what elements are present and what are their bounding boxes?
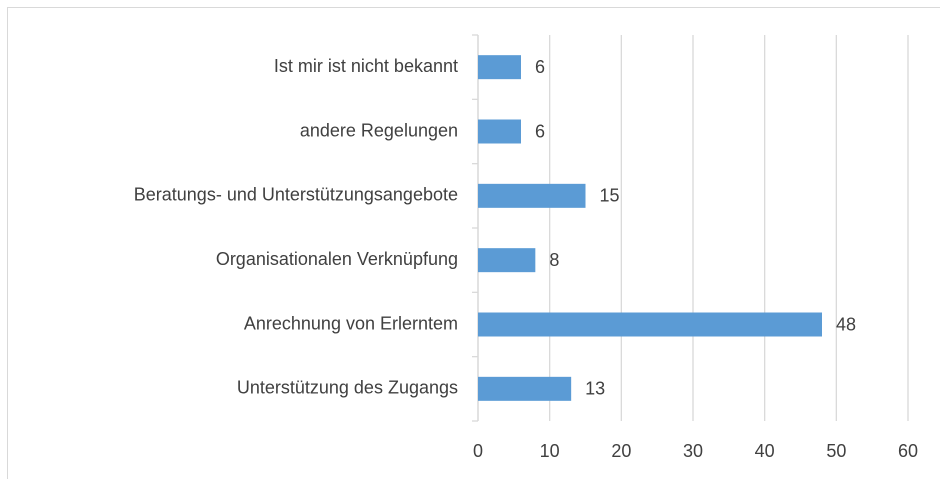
y-tick-label: Unterstützung des Zugangs xyxy=(237,378,458,398)
x-tick-label: 40 xyxy=(755,441,775,461)
y-tick-label: Organisationalen Verknüpfung xyxy=(216,249,458,269)
bar xyxy=(478,248,536,273)
value-label: 8 xyxy=(549,250,559,270)
value-label: 6 xyxy=(535,121,545,141)
value-label: 6 xyxy=(535,57,545,77)
x-tick-label: 0 xyxy=(473,441,483,461)
bar xyxy=(478,183,586,208)
bar xyxy=(478,55,521,80)
value-label: 48 xyxy=(836,314,856,334)
value-label: 15 xyxy=(600,186,620,206)
y-tick-label: Anrechnung von Erlerntem xyxy=(244,313,458,333)
bar xyxy=(478,312,822,337)
bar xyxy=(478,119,521,144)
x-tick-label: 20 xyxy=(611,441,631,461)
bar xyxy=(478,376,572,401)
x-tick-label: 60 xyxy=(898,441,918,461)
value-label: 13 xyxy=(585,379,605,399)
x-tick-label: 50 xyxy=(826,441,846,461)
x-tick-label: 30 xyxy=(683,441,703,461)
x-tick-label: 10 xyxy=(540,441,560,461)
chart-border xyxy=(7,7,940,479)
y-tick-label: Beratungs- und Unterstützungsangebote xyxy=(134,185,458,205)
y-tick-label: andere Regelungen xyxy=(300,120,458,140)
y-tick-label: Ist mir ist nicht bekannt xyxy=(274,56,458,76)
